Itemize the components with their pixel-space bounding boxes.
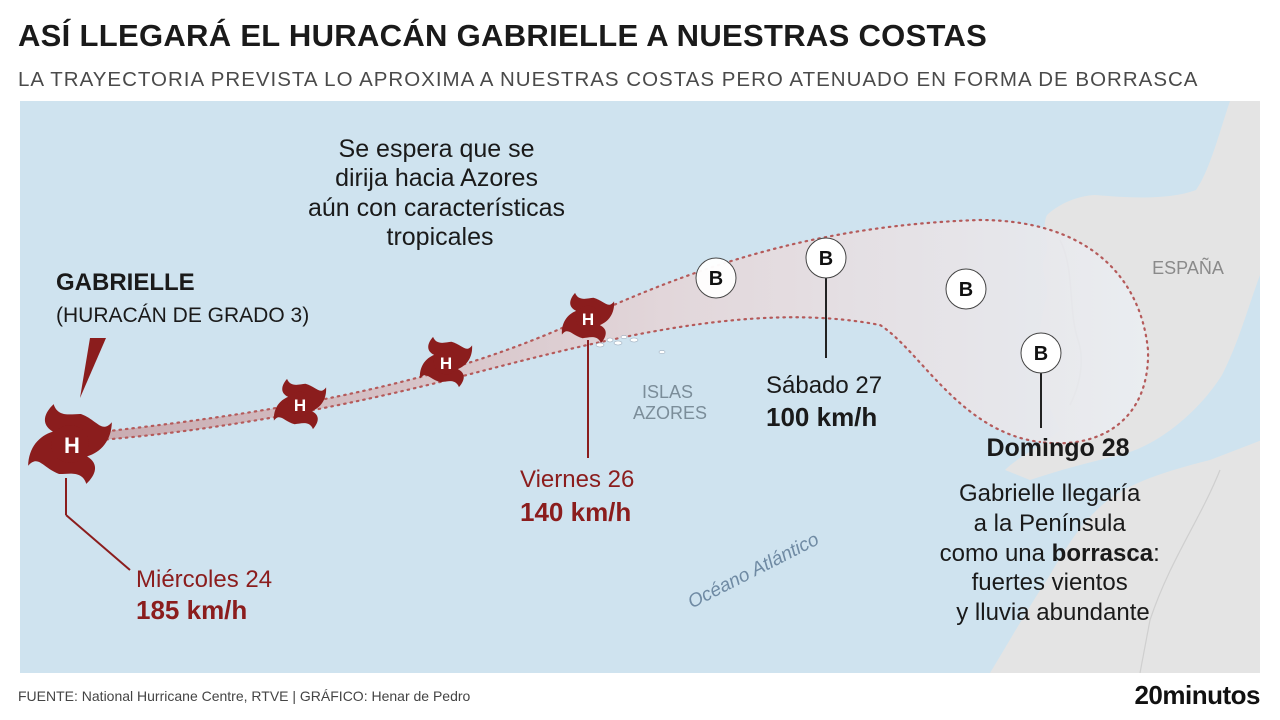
hurricane-letter-fri: H — [582, 310, 594, 329]
arrival-line-3-post: : — [1153, 540, 1160, 567]
arrival-line-2: a la Península — [974, 510, 1127, 537]
wed-day-label: Miércoles 24 — [136, 566, 272, 593]
sat-day-label: Sábado 27 — [766, 372, 882, 399]
arrival-line-1: Gabrielle llegaría — [959, 480, 1141, 507]
fri-day-label: Viernes 26 — [520, 466, 634, 493]
arrival-description: Gabrielle llegaría a la Península como u… — [940, 480, 1167, 626]
wed-leader-line-diag — [65, 514, 131, 571]
arrival-line-3: como una borrasca: — [940, 540, 1160, 567]
country-label: ESPAÑA — [1152, 257, 1224, 278]
islands-label: ISLAS AZORES — [633, 382, 707, 423]
sun-day-label: Domingo 28 — [986, 434, 1129, 462]
forecast-cone-lower-edge — [98, 316, 1042, 444]
page-subtitle: LA TRAYECTORIA PREVISTA LO APROXIMA A NU… — [18, 68, 1199, 91]
sat-speed-label: 100 km/h — [766, 402, 877, 432]
storm-letter-sun: B — [1034, 343, 1048, 365]
brand-logo: 20minutos — [1134, 680, 1260, 710]
islands-label-line-2: AZORES — [633, 403, 707, 423]
storm-name: GABRIELLE — [56, 269, 195, 296]
forecast-map: H H H H B B B B Se espera que se dirija … — [20, 101, 1260, 673]
arrival-line-5: y lluvia abundante — [956, 599, 1149, 626]
islands-label-line-1: ISLAS — [642, 382, 693, 402]
forecast-note-line-3: aún con características — [308, 194, 565, 222]
forecast-note: Se espera que se dirija hacia Azores aún… — [308, 135, 572, 251]
forecast-cone-upper-edge — [98, 218, 1150, 445]
storm-icon-2 — [945, 268, 987, 310]
storm-category: (HURACÁN DE GRADO 3) — [56, 304, 309, 327]
azores-islands — [595, 335, 666, 354]
forecast-note-line-1: Se espera que se — [339, 135, 535, 163]
storm-icon-sat — [805, 237, 847, 279]
forecast-note-line-4: tropicales — [387, 223, 494, 251]
fri-speed-label: 140 km/h — [520, 497, 631, 527]
storm-letter-sat: B — [819, 248, 833, 270]
north-africa — [990, 440, 1260, 673]
arrival-line-4: fuertes vientos — [972, 569, 1128, 596]
page-title: ASÍ LLEGARÁ EL HURACÁN GABRIELLE A NUEST… — [18, 18, 988, 53]
hurricane-letter-wed: H — [64, 433, 80, 458]
hurricane-letter-2: H — [440, 354, 452, 373]
storm-letter-1: B — [709, 268, 723, 290]
storm-pointer — [80, 338, 106, 398]
hurricane-letter-1: H — [294, 396, 306, 415]
source-credit: FUENTE: National Hurricane Centre, RTVE … — [18, 688, 471, 704]
forecast-cone — [100, 220, 1149, 444]
morocco-border — [1139, 469, 1221, 673]
wed-speed-label: 185 km/h — [136, 595, 247, 625]
storm-icon-sun — [1020, 332, 1062, 374]
storm-icon-1 — [695, 257, 737, 299]
arrival-line-3-bold: borrasca — [1052, 540, 1154, 567]
forecast-note-line-2: dirija hacia Azores — [335, 164, 538, 192]
arrival-line-3-pre: como una — [940, 540, 1052, 567]
storm-letter-2: B — [959, 279, 973, 301]
